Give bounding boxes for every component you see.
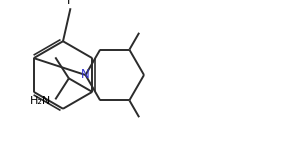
Text: H₂N: H₂N [30,96,51,106]
Text: N: N [81,69,90,81]
Text: F: F [67,0,74,7]
